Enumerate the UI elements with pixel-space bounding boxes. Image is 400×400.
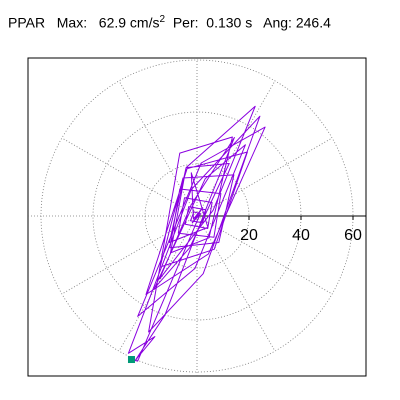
particle-motion-trace	[127, 105, 266, 362]
radial-tick-label: 20	[240, 227, 258, 244]
trace-endpoint	[127, 356, 135, 364]
chart-title: PPAR Max: 62.9 cm/s2 Per: 0.130 s Ang: 2…	[8, 14, 331, 31]
grid-spoke	[196, 137, 333, 217]
grid-spoke	[196, 215, 276, 352]
grid-spoke	[196, 80, 276, 217]
grid-spoke	[61, 137, 198, 217]
max-label: Max:	[56, 14, 88, 31]
radial-tick-label: 60	[344, 227, 362, 244]
radial-tick-label: 40	[292, 227, 310, 244]
period-label: Per:	[172, 14, 199, 31]
grid-spoke	[118, 80, 198, 217]
period-value: 0.130 s	[206, 14, 253, 31]
angle-value: 246.4	[295, 14, 331, 31]
radial-ticks: 20 40 60	[240, 216, 362, 244]
polar-grid	[28, 58, 354, 376]
grid-spoke	[196, 215, 333, 295]
max-exponent: 2	[159, 14, 166, 25]
max-value: 62.9 cm/s	[98, 14, 160, 31]
angle-label: Ang:	[263, 14, 292, 31]
grid-spoke	[61, 215, 198, 295]
component-label: PPAR	[8, 14, 46, 31]
